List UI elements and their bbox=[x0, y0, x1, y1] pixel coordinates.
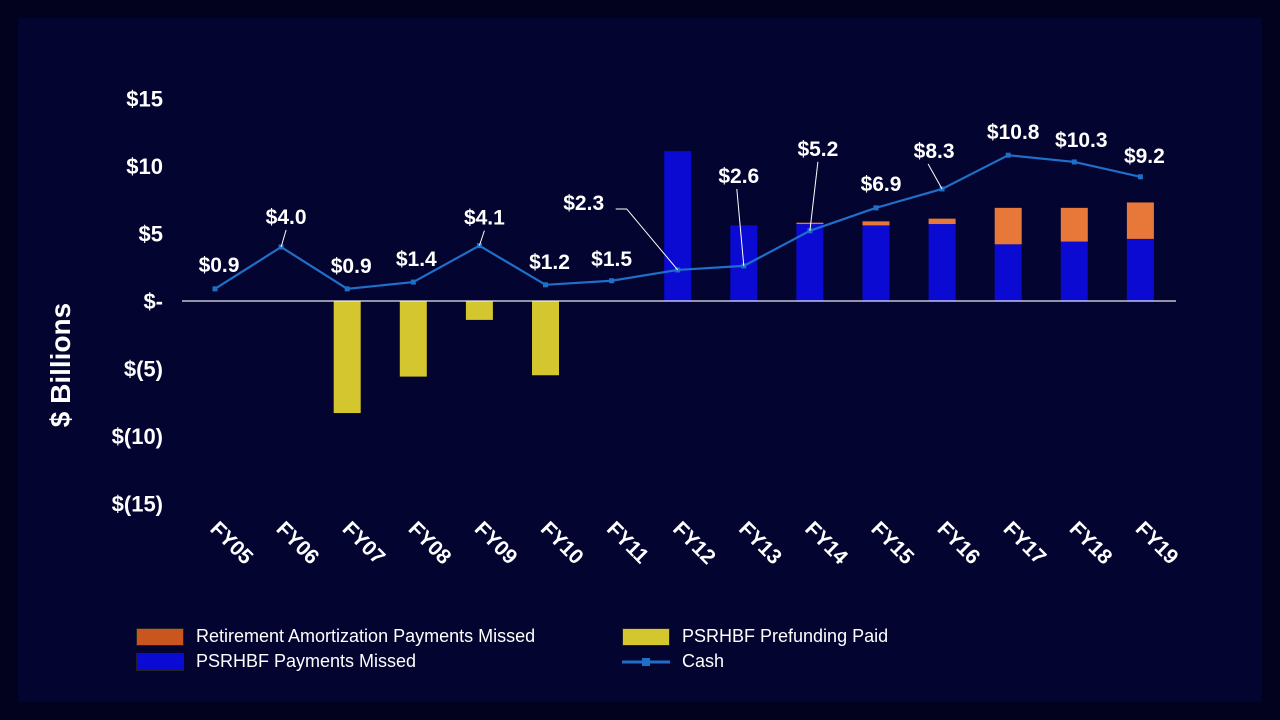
x-tick-label: FY07 bbox=[338, 517, 390, 569]
bar-retirement-missed bbox=[1126, 202, 1154, 239]
data-label-cash: $1.2 bbox=[529, 251, 570, 274]
data-label-cash: $0.9 bbox=[199, 254, 240, 277]
bar-prefunding-paid bbox=[465, 301, 493, 320]
cash-point bbox=[212, 286, 218, 292]
legend-item-psrhbf-missed: PSRHBF Payments Missed bbox=[136, 651, 416, 672]
x-axis: FY05 FY06 FY07 FY08 FY09 FY10 FY11 FY12 FY13 FY14… bbox=[205, 517, 1182, 569]
bar-prefunding-paid bbox=[399, 301, 427, 377]
bar-psrhbf-missed bbox=[1126, 238, 1154, 301]
bar-psrhbf-missed bbox=[796, 224, 824, 301]
x-tick-label: FY13 bbox=[734, 517, 786, 569]
legend-label: Cash bbox=[682, 651, 725, 671]
data-labels: $0.9 $4.0 $0.9 $1.4 $4.1 $1.2 $1.5 $2.3 $2.6 $5.2… bbox=[199, 121, 1165, 278]
data-label-cash: $8.3 bbox=[914, 140, 955, 163]
x-tick-label: FY18 bbox=[1065, 517, 1117, 569]
legend-label: PSRHBF Payments Missed bbox=[196, 651, 417, 671]
y-tick-label: $(5) bbox=[124, 357, 163, 382]
bar-retirement-missed bbox=[1060, 207, 1088, 242]
legend-label: Retirement Amortization Payments Missed bbox=[196, 626, 536, 646]
x-tick-label: FY19 bbox=[1131, 517, 1183, 569]
data-label-cash: $10.3 bbox=[1055, 129, 1108, 152]
cash-point bbox=[543, 282, 548, 288]
data-label-cash: $9.2 bbox=[1124, 145, 1165, 168]
x-tick-label: FY05 bbox=[205, 517, 257, 569]
legend-swatch-psrhbf-missed bbox=[136, 652, 184, 671]
data-label-cash: $0.9 bbox=[331, 255, 372, 278]
x-tick-label: FY09 bbox=[470, 517, 522, 569]
y-tick-label: $(10) bbox=[112, 424, 163, 449]
bar-retirement-missed bbox=[928, 218, 956, 225]
bar-prefunding-paid bbox=[333, 301, 361, 414]
cash-line bbox=[212, 152, 1143, 292]
bar-psrhbf-missed bbox=[994, 244, 1022, 301]
bar-psrhbf-missed bbox=[862, 225, 890, 301]
legend-label: PSRHBF Prefunding Paid bbox=[682, 626, 889, 646]
data-label-cash: $1.4 bbox=[396, 248, 437, 271]
x-tick-label: FY12 bbox=[668, 517, 720, 569]
bar-psrhbf-missed bbox=[1060, 241, 1088, 301]
legend-item-retirement: Retirement Amortization Payments Missed bbox=[136, 626, 535, 647]
y-tick-label: $10 bbox=[126, 154, 163, 179]
bar-psrhbf-missed bbox=[664, 151, 692, 301]
legend-line-cash-icon bbox=[622, 657, 670, 666]
x-tick-label: FY10 bbox=[536, 517, 588, 569]
leader-line bbox=[736, 188, 745, 266]
data-label-cash: $4.0 bbox=[266, 206, 307, 229]
y-tick-label: $5 bbox=[139, 222, 163, 247]
bar-psrhbf-missed bbox=[928, 224, 956, 301]
y-axis-title: $ Billions bbox=[45, 303, 76, 427]
cash-point bbox=[344, 286, 350, 292]
y-tick-label: $- bbox=[143, 289, 163, 314]
data-label-cash: $10.8 bbox=[987, 121, 1040, 144]
bar-retirement-missed bbox=[994, 207, 1022, 245]
cash-point bbox=[873, 205, 879, 211]
legend-item-prefunding: PSRHBF Prefunding Paid bbox=[622, 626, 888, 647]
x-tick-label: FY08 bbox=[404, 517, 456, 569]
y-axis: $15 $10 $5 $- $(5) $(10) $(15) bbox=[112, 87, 163, 517]
bar-retirement-missed bbox=[796, 222, 824, 225]
leader-line bbox=[927, 163, 943, 190]
cash-point bbox=[410, 279, 416, 285]
leader-line bbox=[615, 208, 679, 271]
data-label-cash: $4.1 bbox=[464, 207, 505, 230]
x-tick-label: FY16 bbox=[933, 517, 985, 569]
x-tick-label: FY06 bbox=[272, 517, 324, 569]
cash-point bbox=[1071, 159, 1077, 165]
leader-line bbox=[478, 230, 485, 246]
x-tick-label: FY17 bbox=[999, 517, 1051, 569]
leader-line bbox=[280, 229, 287, 248]
data-label-cash: $2.3 bbox=[563, 192, 604, 215]
bars bbox=[333, 151, 1154, 414]
bar-prefunding-paid bbox=[532, 301, 559, 376]
data-label-cash: $6.9 bbox=[861, 173, 902, 196]
cash-point bbox=[609, 278, 615, 284]
y-tick-label: $15 bbox=[126, 87, 163, 112]
x-tick-label: FY11 bbox=[602, 517, 653, 568]
legend-item-cash: Cash bbox=[622, 651, 724, 672]
data-label-cash: $2.6 bbox=[718, 165, 759, 188]
y-tick-label: $(15) bbox=[112, 492, 163, 517]
cash-point bbox=[1005, 152, 1011, 158]
bar-retirement-missed bbox=[862, 221, 890, 226]
data-label-cash: $5.2 bbox=[797, 138, 838, 161]
leader-line bbox=[809, 161, 819, 231]
data-label-cash: $1.5 bbox=[591, 248, 632, 271]
x-tick-label: FY14 bbox=[800, 517, 852, 569]
cash-point bbox=[1137, 174, 1143, 180]
slide-background bbox=[18, 18, 1262, 702]
x-tick-label: FY15 bbox=[866, 517, 918, 569]
legend-swatch-prefunding bbox=[622, 627, 670, 646]
legend-swatch-retirement bbox=[136, 627, 184, 646]
